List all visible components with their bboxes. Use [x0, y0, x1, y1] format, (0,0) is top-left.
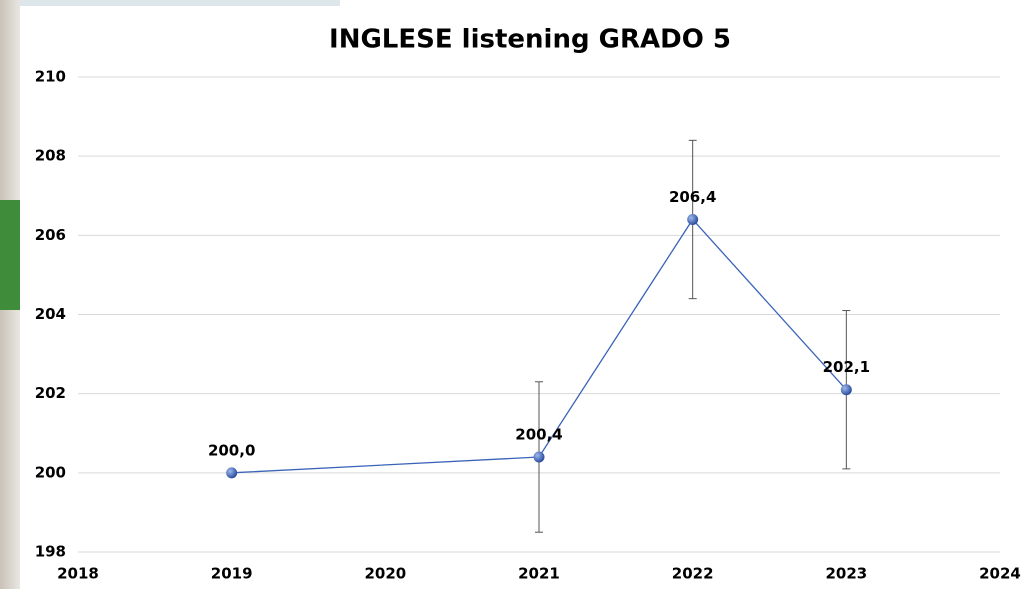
x-tick-label: 2019: [211, 565, 253, 583]
y-tick-label: 200: [35, 463, 66, 481]
y-tick-label: 208: [35, 147, 66, 165]
chart-title: INGLESE listening GRADO 5: [329, 25, 731, 55]
data-label: 200,4: [515, 426, 562, 444]
background-strip: [0, 200, 20, 310]
data-point: [533, 451, 545, 463]
y-tick-label: 204: [35, 305, 66, 323]
y-tick-label: 206: [35, 226, 66, 244]
x-tick-label: 2020: [364, 565, 406, 583]
y-tick-label: 210: [35, 68, 66, 86]
data-point: [226, 467, 238, 479]
x-tick-label: 2024: [979, 565, 1021, 583]
y-tick-label: 198: [35, 543, 66, 561]
data-point: [687, 214, 699, 225]
data-line: [231, 218, 847, 474]
data-label: 202,1: [823, 358, 870, 376]
data-point: [840, 384, 852, 396]
data-label: 206,4: [669, 188, 716, 206]
y-tick-label: 202: [35, 384, 66, 402]
top-bar: [20, 0, 340, 6]
x-tick-label: 2021: [518, 565, 560, 583]
x-tick-label: 2022: [672, 565, 714, 583]
data-label: 200,0: [208, 441, 255, 459]
x-tick-label: 2023: [825, 565, 867, 583]
x-tick-label: 2018: [57, 565, 99, 583]
